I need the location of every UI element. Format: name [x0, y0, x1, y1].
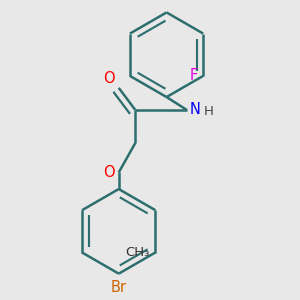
Text: CH₃: CH₃ — [125, 246, 150, 259]
Text: N: N — [190, 102, 201, 117]
Text: H: H — [203, 104, 213, 118]
Text: F: F — [189, 68, 198, 83]
Text: O: O — [103, 71, 114, 86]
Text: O: O — [103, 165, 114, 180]
Text: Br: Br — [111, 280, 127, 295]
